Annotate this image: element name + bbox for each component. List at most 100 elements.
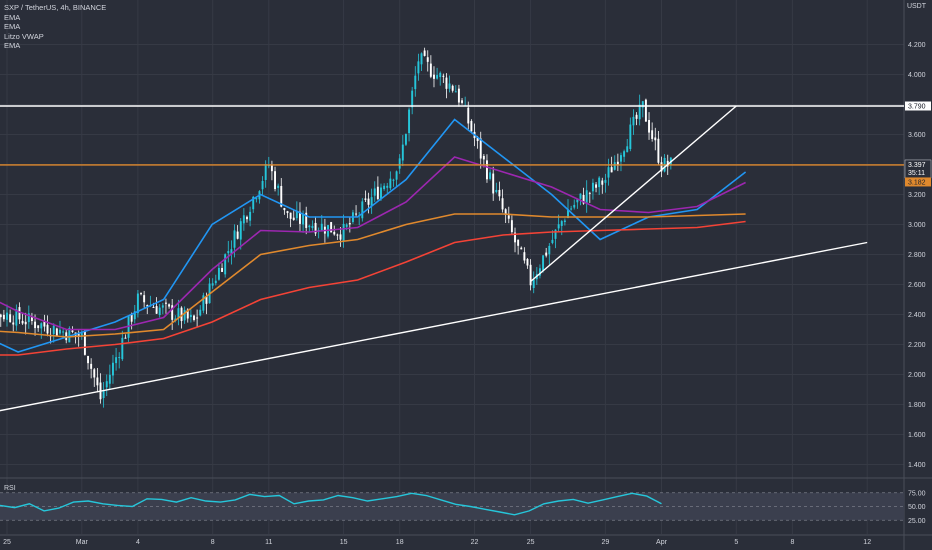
candle-body: [520, 247, 523, 250]
candle-body: [124, 337, 127, 339]
rsi-label[interactable]: RSI: [4, 485, 16, 492]
candle-body: [227, 251, 230, 254]
candle-body: [638, 104, 641, 120]
indicator-line-2[interactable]: [0, 213, 746, 338]
candle-body: [576, 199, 579, 203]
price-tick-label: 2.200: [908, 342, 926, 349]
candle-body: [367, 198, 370, 205]
candle-body: [610, 167, 613, 173]
trendline-1[interactable]: [530, 105, 737, 283]
indicator-line-3[interactable]: [0, 220, 746, 356]
candle-body: [196, 317, 199, 319]
candle-body: [171, 305, 174, 320]
candle-body: [392, 179, 395, 181]
candle-body: [345, 224, 348, 227]
time-tick-label: 12: [863, 539, 871, 546]
candle-body: [570, 208, 573, 210]
time-tick-label: 11: [265, 539, 272, 546]
candle-body: [498, 189, 501, 197]
candle-body: [193, 315, 195, 321]
currency-label: USDT: [906, 3, 926, 10]
candle-body: [289, 212, 292, 219]
candle-body: [429, 63, 432, 77]
indicator-ema-3[interactable]: EMA: [4, 41, 21, 50]
time-tick-label: 4: [136, 539, 140, 546]
price-tick-label: 3.600: [908, 132, 926, 139]
candle-body: [626, 146, 629, 153]
indicator-line-1[interactable]: [0, 156, 746, 331]
indicator-vwap[interactable]: Litzo VWAP: [4, 31, 44, 41]
candle-body: [398, 158, 401, 169]
candle-body: [644, 99, 647, 122]
rsi-pane[interactable]: 75.00 50.00 25.00: [0, 490, 926, 525]
candle-body: [102, 390, 105, 399]
candle-body: [158, 307, 161, 316]
time-tick-label: 29: [602, 539, 610, 546]
candle-body: [532, 279, 535, 289]
candle-body: [224, 254, 227, 275]
time-axis[interactable]: 25 Mar 4 8 11 15 18 22 25 29 Apr 5 8 12: [0, 534, 932, 546]
rsi-line[interactable]: [0, 492, 662, 516]
candle-body: [629, 124, 632, 150]
candle-body: [83, 330, 86, 355]
candle-body: [180, 307, 183, 322]
candle-body: [292, 217, 295, 220]
candle-body: [423, 50, 426, 56]
candle-body: [314, 222, 317, 234]
price-tick-label: 2.800: [908, 252, 926, 259]
candle-body: [557, 224, 560, 229]
candle-body: [24, 321, 27, 325]
indicator-line-0[interactable]: [0, 118, 747, 353]
candle-body: [2, 314, 5, 320]
candle-body: [517, 239, 520, 246]
candle-body: [501, 198, 504, 210]
price-axis-bg[interactable]: [904, 0, 932, 550]
candle-body: [277, 185, 280, 188]
indicator-ema-2[interactable]: EMA: [4, 22, 21, 31]
indicator-ema-1[interactable]: EMA: [4, 12, 21, 22]
candle-body: [18, 307, 21, 320]
ema-value-badge-text: 3.182: [908, 179, 926, 186]
trendline-0[interactable]: [0, 241, 868, 417]
time-tick-label: 18: [396, 539, 404, 546]
candle-body: [161, 305, 164, 308]
candle-body: [87, 356, 89, 364]
candle-body: [108, 374, 111, 384]
candle-body: [380, 187, 382, 200]
candle-body: [635, 114, 638, 119]
candle-body: [620, 155, 622, 162]
candle-body: [168, 304, 171, 307]
rsi-tick-label: 25.00: [908, 518, 926, 525]
candle-body: [598, 177, 601, 188]
candle-body: [71, 330, 74, 332]
candle-body: [486, 160, 488, 180]
candle-body: [648, 120, 650, 133]
candle-body: [529, 264, 532, 286]
candle-body: [613, 162, 616, 170]
price-tick-label: 1.800: [908, 402, 926, 409]
candle-body: [554, 229, 557, 239]
candle-body: [155, 306, 158, 314]
candle-body: [414, 75, 417, 90]
candle-body: [121, 337, 124, 360]
time-tick-label: 15: [340, 539, 348, 546]
candle-body: [476, 136, 479, 142]
candle-body: [401, 144, 404, 161]
candle-body: [439, 72, 442, 78]
candle-body: [601, 180, 604, 185]
candle-body: [451, 85, 454, 91]
candle-body: [523, 252, 526, 261]
candle-body: [339, 234, 342, 240]
candle-body: [239, 221, 242, 240]
candle-body: [146, 305, 149, 307]
candle-body: [348, 223, 351, 225]
candle-body: [46, 324, 49, 334]
last-price-text: 3.397: [908, 162, 926, 169]
symbol-title[interactable]: SXP / TetherUS, 4h, BINANCE: [4, 3, 107, 12]
candle-body: [21, 320, 24, 324]
candle-body: [361, 201, 364, 219]
